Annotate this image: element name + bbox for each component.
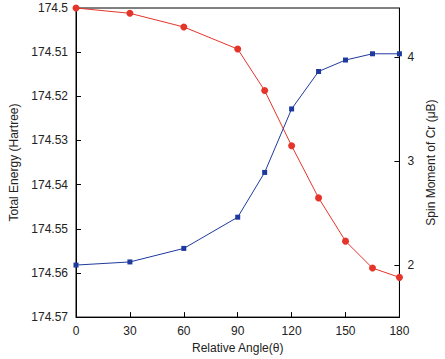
svg-text:180: 180 — [389, 324, 409, 338]
svg-text:0: 0 — [73, 324, 80, 338]
svg-text:Total Energy (Hartree): Total Energy (Hartree) — [7, 104, 21, 222]
svg-text:150: 150 — [336, 324, 356, 338]
svg-text:174.5: 174.5 — [38, 1, 68, 15]
svg-text:174.53: 174.53 — [31, 133, 68, 147]
svg-text:174.54: 174.54 — [31, 178, 68, 192]
svg-text:120: 120 — [282, 324, 302, 338]
svg-text:174.57: 174.57 — [31, 310, 68, 324]
svg-text:30: 30 — [123, 324, 137, 338]
svg-text:Spin Moment of Cr (μB): Spin Moment of Cr (μB) — [424, 99, 438, 225]
svg-text:174.51: 174.51 — [31, 45, 68, 59]
svg-text:3: 3 — [407, 154, 414, 168]
svg-text:2: 2 — [407, 258, 414, 272]
svg-text:4: 4 — [407, 50, 414, 64]
svg-text:174.52: 174.52 — [31, 89, 68, 103]
svg-text:174.55: 174.55 — [31, 222, 68, 236]
svg-text:90: 90 — [231, 324, 245, 338]
svg-text:174.56: 174.56 — [31, 266, 68, 280]
svg-text:Relative Angle(θ): Relative Angle(θ) — [192, 341, 283, 355]
svg-text:60: 60 — [177, 324, 191, 338]
